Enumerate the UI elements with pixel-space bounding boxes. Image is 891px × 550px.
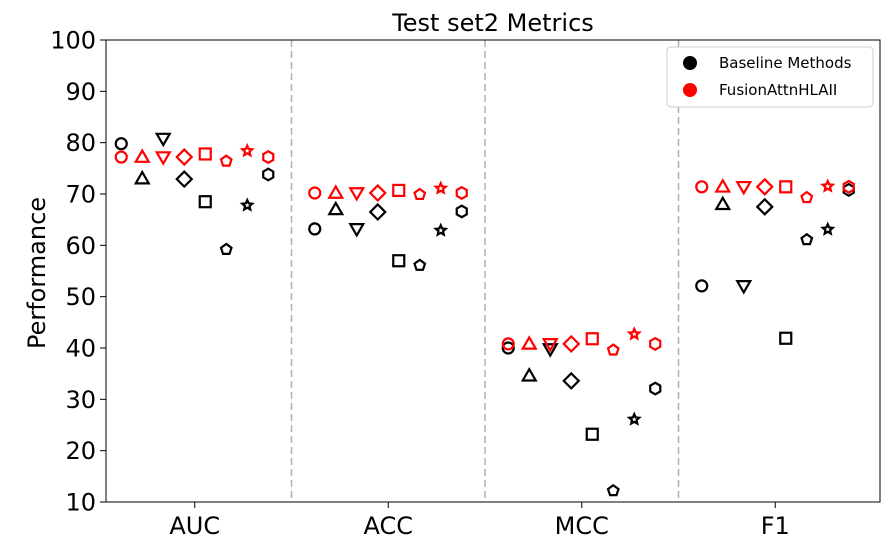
fusion-point-acc-triangle-down [348,187,366,202]
baseline-point-mcc-circle [501,341,515,355]
x-axis: AUC ACC MCC F1 [169,502,790,540]
x-tick-label-f1: F1 [761,512,790,540]
fusion-point-auc-hexagon [262,149,275,165]
baseline-point-auc-square [198,195,212,209]
fusion-point-acc-triangle-up [327,184,345,199]
y-tick-label: 10 [65,489,96,517]
baseline-point-acc-square [392,254,406,268]
fusion-point-acc-star [433,180,449,195]
baseline-point-acc-triangle-up [327,200,345,216]
fusion-point-mcc-diamond [562,334,581,353]
legend-box [666,46,874,108]
fusion-point-auc-diamond [175,147,194,167]
baseline-point-f1-diamond [755,197,774,216]
x-tick-label-auc: AUC [169,512,220,540]
x-tick-label-mcc: MCC [555,512,609,540]
y-axis: 10 20 30 40 50 60 70 80 90 100 [50,27,106,517]
fusion-point-acc-circle [308,186,322,200]
baseline-point-auc-hexagon [262,167,275,182]
baseline-point-f1-square [779,331,793,345]
legend: Baseline Methods FusionAttnHLAII [666,46,874,108]
baseline-point-auc-circle [114,137,128,151]
fusion-point-mcc-square [585,332,599,346]
y-tick-label: 80 [65,129,96,157]
fusion-point-acc-diamond [368,183,387,203]
fusion-point-acc-square [392,183,406,198]
fusion-point-acc-hexagon [455,185,468,201]
fusion-point-f1-pentagon [800,190,814,204]
baseline-point-acc-diamond [368,202,387,222]
y-tick-label: 90 [65,78,96,106]
fusion-point-auc-star [239,142,255,158]
fusion-point-f1-triangle-up [714,178,732,193]
legend-marker-baseline [683,56,697,70]
baseline-point-f1-circle [695,279,709,293]
x-tick-label-acc: ACC [363,512,413,540]
legend-label-fusion: FusionAttnHLAII [719,81,837,99]
baseline-point-f1-triangle-up [714,195,732,211]
baseline-point-auc-diamond [175,170,194,189]
fusion-point-mcc-hexagon [649,336,662,351]
fusion-point-auc-triangle-up [133,148,151,163]
y-tick-label: 50 [65,283,96,311]
y-tick-label: 100 [50,27,96,55]
legend-marker-fusion [683,83,697,97]
chart-title: Test set2 Metrics [391,9,594,37]
y-axis-label: Performance [23,197,51,349]
baseline-point-acc-circle [308,222,322,236]
fusion-point-f1-diamond [755,177,774,196]
fusion-point-f1-hexagon [842,179,855,194]
baseline-point-auc-triangle-up [133,169,151,185]
y-tick-label: 20 [65,437,96,465]
fusion-point-auc-triangle-down [154,151,172,166]
baseline-point-mcc-triangle-up [520,367,538,382]
baseline-point-acc-star [433,222,449,237]
baseline-point-mcc-pentagon [606,483,620,497]
fusion-point-f1-square [779,180,793,194]
fusion-point-mcc-triangle-down [541,338,559,353]
baseline-point-mcc-hexagon [649,381,662,396]
baseline-point-auc-star [239,197,255,212]
baseline-point-mcc-diamond [562,371,581,390]
baseline-point-f1-triangle-down [735,280,753,295]
category-separators [290,40,680,502]
fusion-point-f1-triangle-down [735,180,753,196]
fusion-point-mcc-triangle-up [520,335,538,350]
baseline-point-mcc-triangle-down [541,343,559,358]
baseline-point-mcc-square [585,427,599,441]
y-tick-label: 30 [65,386,96,414]
data-points [114,132,855,497]
fusion-point-mcc-circle [501,337,515,351]
baseline-point-auc-triangle-down [154,132,172,148]
fusion-point-auc-square [198,147,212,161]
baseline-point-auc-pentagon [219,242,233,255]
baseline-point-acc-triangle-down [348,223,366,238]
y-tick-label: 40 [65,335,96,363]
y-tick-label: 70 [65,181,96,209]
fusion-point-f1-circle [695,180,709,194]
y-tick-label: 60 [65,232,96,260]
fusion-point-f1-star [820,178,836,193]
fusion-point-acc-pentagon [413,187,427,201]
fusion-point-auc-circle [114,150,128,164]
baseline-point-acc-pentagon [413,258,427,271]
plot-frame [105,39,881,503]
fusion-point-mcc-star [626,326,642,341]
baseline-point-mcc-star [626,411,642,426]
fusion-point-mcc-pentagon [606,343,620,356]
baseline-point-f1-pentagon [800,232,814,246]
baseline-point-acc-hexagon [455,204,468,219]
fusion-point-auc-pentagon [219,154,233,167]
baseline-point-f1-star [820,221,836,236]
legend-label-baseline: Baseline Methods [719,54,852,72]
